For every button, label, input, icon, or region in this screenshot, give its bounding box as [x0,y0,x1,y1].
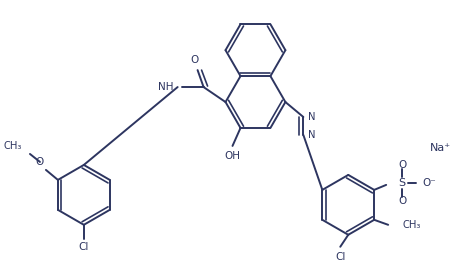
Text: Cl: Cl [335,252,346,262]
Text: Na⁺: Na⁺ [429,143,451,153]
Text: N: N [309,130,316,140]
Text: CH₃: CH₃ [4,141,22,151]
Text: Cl: Cl [79,242,89,252]
Text: O: O [398,196,406,206]
Text: CH₃: CH₃ [402,220,420,230]
Text: O: O [191,55,199,65]
Text: NH: NH [158,82,173,92]
Text: O: O [36,157,44,167]
Text: N: N [309,112,316,122]
Text: S: S [399,178,406,188]
Text: O⁻: O⁻ [422,178,436,188]
Text: OH: OH [225,151,240,161]
Text: O: O [398,160,406,170]
